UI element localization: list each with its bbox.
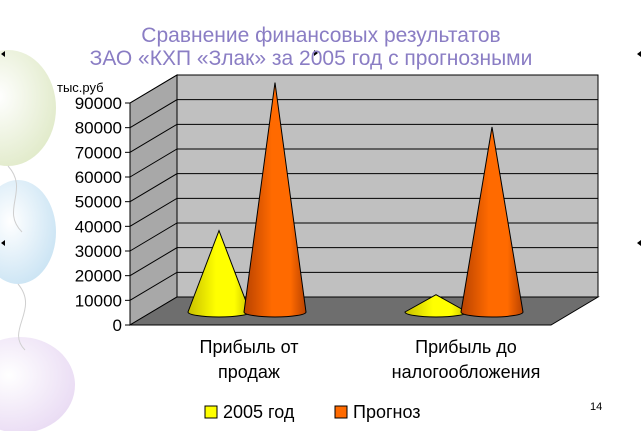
gridline xyxy=(129,123,598,153)
y-axis-unit-label: тыс.руб xyxy=(57,80,104,95)
chart-title-line-2: ЗАО «КХП «Злак» за 2005 год с прогнозным… xyxy=(89,47,533,70)
y-tick-label: 70000 xyxy=(75,143,122,162)
y-tick-label: 20000 xyxy=(75,267,122,286)
balloon-shape xyxy=(0,50,56,166)
gridline xyxy=(129,222,598,252)
legend-swatch xyxy=(334,405,348,419)
y-tick-label: 90000 xyxy=(75,94,122,113)
legend-swatch xyxy=(204,405,218,419)
y-tick-label: 50000 xyxy=(75,193,122,212)
balloon-shape xyxy=(0,337,75,431)
y-tick-label: 80000 xyxy=(75,119,122,138)
y-tick-label: 0 xyxy=(113,316,122,335)
cone-forecast xyxy=(460,126,524,318)
gridline xyxy=(129,197,598,227)
cone-body xyxy=(243,82,307,318)
gridline xyxy=(129,148,598,178)
gridline xyxy=(129,247,598,277)
y-tick-label: 30000 xyxy=(75,242,122,261)
chart-title-line-1: Сравнение финансовых результатов xyxy=(141,24,501,47)
chart-side-wall xyxy=(129,74,178,326)
balloon-string xyxy=(17,283,27,351)
gridline xyxy=(129,173,598,203)
cone-forecast xyxy=(243,82,307,318)
balloon-string xyxy=(7,165,23,233)
y-tick-label: 60000 xyxy=(75,168,122,187)
x-tick-label: Прибыль до xyxy=(415,337,517,357)
x-tick-label: Прибыль от xyxy=(200,337,299,357)
gridline xyxy=(129,74,598,104)
y-tick-label: 10000 xyxy=(75,291,122,310)
y-tick-label: 40000 xyxy=(75,217,122,236)
gridline xyxy=(129,271,598,301)
chart-back-wall xyxy=(176,74,599,298)
cone-body xyxy=(460,126,524,318)
legend-label: 2005 год xyxy=(223,402,295,422)
page-number: 14 xyxy=(590,401,603,413)
legend-label: Прогноз xyxy=(353,402,421,422)
gridline xyxy=(129,99,598,129)
x-tick-label: налогообложения xyxy=(392,362,541,382)
x-tick-label: продаж xyxy=(218,362,280,382)
